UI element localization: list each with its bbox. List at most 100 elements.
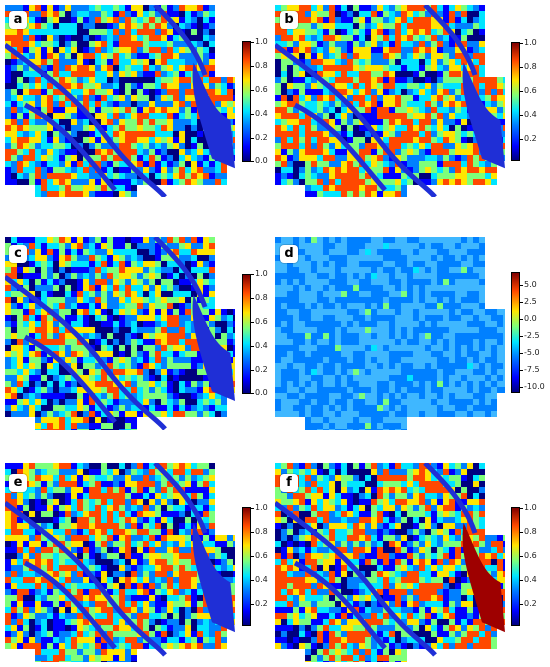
map-cell bbox=[77, 83, 83, 89]
map-cell bbox=[23, 173, 29, 179]
map-cell bbox=[167, 243, 173, 249]
map-cell bbox=[125, 29, 131, 35]
map-cell bbox=[191, 327, 197, 333]
map-cell bbox=[131, 65, 137, 71]
map-cell bbox=[503, 339, 505, 345]
map-cell bbox=[461, 363, 467, 369]
map-cell bbox=[341, 381, 347, 387]
map-cell bbox=[203, 41, 209, 47]
map-cell bbox=[155, 149, 161, 155]
map-cell bbox=[413, 315, 419, 321]
map-cell bbox=[347, 17, 353, 23]
map-cell bbox=[17, 113, 23, 119]
map-cell bbox=[11, 161, 17, 167]
map-cell bbox=[113, 65, 119, 71]
map-cell bbox=[419, 321, 425, 327]
map-cell bbox=[311, 155, 317, 161]
map-cell bbox=[17, 273, 23, 279]
map-cell bbox=[173, 167, 179, 173]
map-cell bbox=[83, 261, 89, 267]
map-cell bbox=[305, 23, 311, 29]
tick-c-2: 0.6 bbox=[251, 317, 268, 326]
map-cell bbox=[155, 35, 161, 41]
map-cell bbox=[365, 321, 371, 327]
map-cell bbox=[149, 303, 155, 309]
map-cell bbox=[35, 285, 41, 291]
map-cell bbox=[449, 77, 455, 83]
map-cell bbox=[359, 143, 365, 149]
map-cell bbox=[95, 59, 101, 65]
map-cell bbox=[413, 77, 419, 83]
map-cell bbox=[329, 237, 335, 243]
map-cell bbox=[173, 411, 179, 417]
map-cell bbox=[167, 315, 173, 321]
map-cell bbox=[329, 185, 335, 191]
map-cell bbox=[455, 327, 461, 333]
map-cell bbox=[275, 89, 281, 95]
map-cell bbox=[335, 95, 341, 101]
map-cell bbox=[5, 381, 11, 387]
map-cell bbox=[407, 309, 413, 315]
map-cell bbox=[41, 363, 47, 369]
map-cell bbox=[101, 243, 107, 249]
map-cell bbox=[197, 475, 203, 481]
map-cell bbox=[401, 261, 407, 267]
map-cell bbox=[299, 255, 305, 261]
map-cell bbox=[35, 179, 41, 185]
map-cell bbox=[83, 399, 89, 405]
map-cell bbox=[185, 59, 191, 65]
map-cell bbox=[449, 243, 455, 249]
map-cell bbox=[65, 35, 71, 41]
map-cell bbox=[359, 131, 365, 137]
map-cell bbox=[491, 345, 497, 351]
map-cell bbox=[131, 83, 137, 89]
map-cell bbox=[347, 11, 353, 17]
map-cell bbox=[71, 35, 77, 41]
map-cell bbox=[473, 285, 479, 291]
map-cell bbox=[287, 375, 293, 381]
map-cell bbox=[53, 89, 59, 95]
map-cell bbox=[167, 41, 173, 47]
map-cell bbox=[155, 493, 161, 499]
map-cell bbox=[305, 339, 311, 345]
map-cell bbox=[155, 315, 161, 321]
map-cell bbox=[425, 393, 431, 399]
map-cell bbox=[101, 77, 107, 83]
map-cell bbox=[41, 119, 47, 125]
map-cell bbox=[341, 297, 347, 303]
map-cell bbox=[317, 405, 323, 411]
map-cell bbox=[341, 279, 347, 285]
map-cell bbox=[437, 35, 443, 41]
map-cell bbox=[113, 315, 119, 321]
map-cell bbox=[125, 107, 131, 113]
map-cell bbox=[107, 23, 113, 29]
map-cell bbox=[119, 5, 125, 11]
map-cell bbox=[413, 381, 419, 387]
map-cell bbox=[83, 191, 89, 197]
map-cell bbox=[449, 155, 455, 161]
map-cell bbox=[209, 71, 215, 77]
map-cell bbox=[101, 101, 107, 107]
map-cell bbox=[431, 17, 437, 23]
map-cell bbox=[329, 167, 335, 173]
map-cell bbox=[101, 505, 107, 511]
map-cell bbox=[281, 149, 287, 155]
map-cell bbox=[113, 95, 119, 101]
map-cell bbox=[131, 267, 137, 273]
map-cell bbox=[227, 113, 233, 119]
map-cell bbox=[167, 399, 173, 405]
map-cell bbox=[353, 279, 359, 285]
map-cell bbox=[95, 463, 101, 469]
map-cell bbox=[167, 369, 173, 375]
map-cell bbox=[179, 107, 185, 113]
map-cell bbox=[377, 249, 383, 255]
map-cell bbox=[209, 279, 215, 285]
map-cell bbox=[305, 249, 311, 255]
map-cell bbox=[215, 89, 221, 95]
map-cell bbox=[35, 29, 41, 35]
map-cell bbox=[47, 357, 53, 363]
map-cell bbox=[77, 95, 83, 101]
map-cell bbox=[107, 119, 113, 125]
map-cell bbox=[503, 113, 505, 119]
map-cell bbox=[233, 143, 235, 149]
